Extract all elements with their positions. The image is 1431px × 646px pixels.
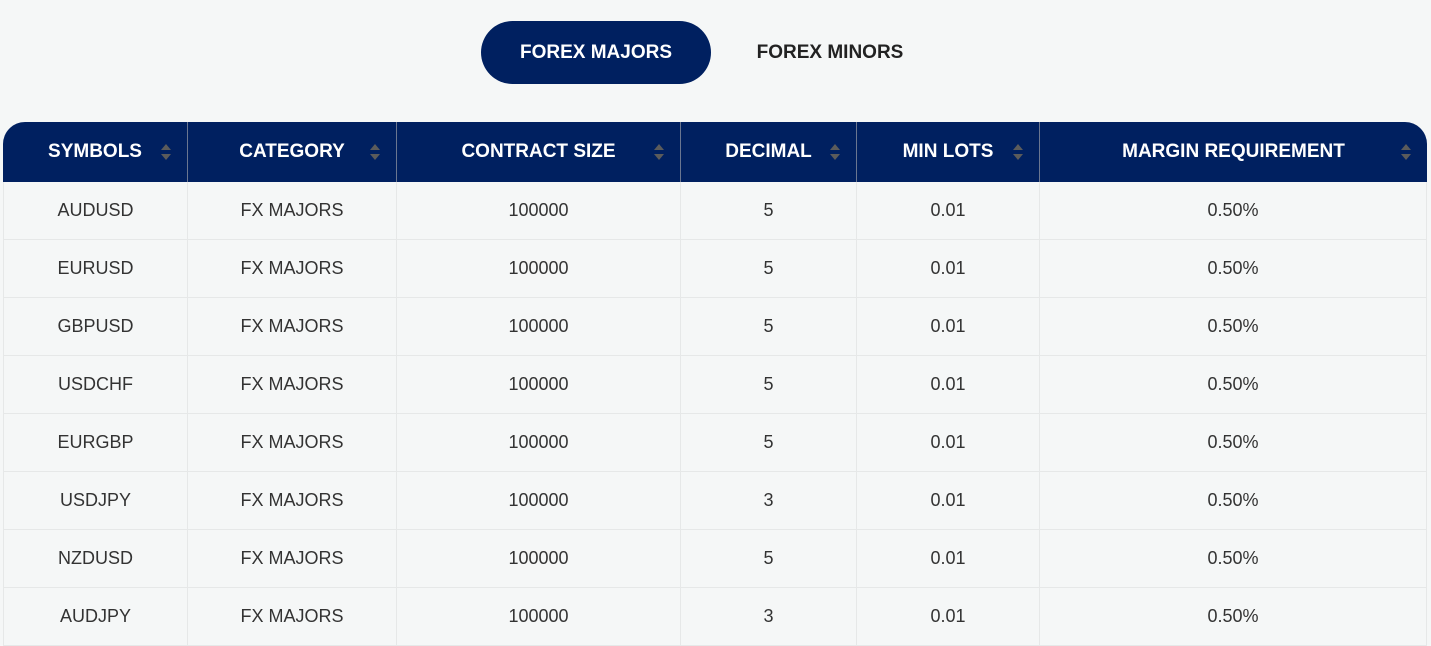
- cell-category: FX MAJORS: [187, 530, 396, 588]
- cell-category: FX MAJORS: [187, 414, 396, 472]
- column-header-margin-requirement[interactable]: MARGIN REQUIREMENT: [1039, 122, 1427, 182]
- column-header-label: MIN LOTS: [902, 141, 994, 162]
- column-header-label: DECIMAL: [725, 141, 812, 162]
- column-header-contract-size[interactable]: CONTRACT SIZE: [396, 122, 680, 182]
- table-row: AUDJPY FX MAJORS 100000 3 0.01 0.50%: [3, 588, 1427, 646]
- column-header-label: CATEGORY: [239, 141, 345, 162]
- tab-forex-majors[interactable]: FOREX MAJORS: [481, 21, 711, 84]
- cell-margin-requirement: 0.50%: [1039, 298, 1427, 356]
- cell-symbols: EURUSD: [3, 240, 187, 298]
- cell-symbols: USDCHF: [3, 356, 187, 414]
- cell-decimal: 5: [680, 414, 856, 472]
- table-row: AUDUSD FX MAJORS 100000 5 0.01 0.50%: [3, 182, 1427, 240]
- cell-margin-requirement: 0.50%: [1039, 414, 1427, 472]
- cell-min-lots: 0.01: [856, 356, 1039, 414]
- instruments-table: SYMBOLS CATEGORY CONTRACT SIZE DECIMAL MIN L…: [3, 122, 1427, 646]
- cell-margin-requirement: 0.50%: [1039, 182, 1427, 240]
- cell-symbols: GBPUSD: [3, 298, 187, 356]
- cell-decimal: 5: [680, 182, 856, 240]
- cell-category: FX MAJORS: [187, 298, 396, 356]
- cell-contract-size: 100000: [396, 588, 680, 646]
- column-header-category[interactable]: CATEGORY: [187, 122, 396, 182]
- table-row: EURUSD FX MAJORS 100000 5 0.01 0.50%: [3, 240, 1427, 298]
- cell-symbols: AUDUSD: [3, 182, 187, 240]
- cell-decimal: 5: [680, 298, 856, 356]
- cell-contract-size: 100000: [396, 356, 680, 414]
- cell-category: FX MAJORS: [187, 182, 396, 240]
- cell-symbols: USDJPY: [3, 472, 187, 530]
- column-header-label: CONTRACT SIZE: [461, 141, 616, 162]
- column-header-decimal[interactable]: DECIMAL: [680, 122, 856, 182]
- cell-margin-requirement: 0.50%: [1039, 530, 1427, 588]
- table-row: NZDUSD FX MAJORS 100000 5 0.01 0.50%: [3, 530, 1427, 588]
- cell-margin-requirement: 0.50%: [1039, 472, 1427, 530]
- cell-decimal: 5: [680, 240, 856, 298]
- cell-decimal: 5: [680, 356, 856, 414]
- cell-symbols: AUDJPY: [3, 588, 187, 646]
- tab-forex-minors[interactable]: FOREX MINORS: [756, 41, 904, 63]
- cell-symbols: EURGBP: [3, 414, 187, 472]
- cell-margin-requirement: 0.50%: [1039, 588, 1427, 646]
- sort-icon[interactable]: [654, 144, 664, 160]
- cell-symbols: NZDUSD: [3, 530, 187, 588]
- table-row: USDJPY FX MAJORS 100000 3 0.01 0.50%: [3, 472, 1427, 530]
- sort-icon[interactable]: [370, 144, 380, 160]
- column-header-label: MARGIN REQUIREMENT: [1122, 141, 1345, 162]
- sort-icon[interactable]: [830, 144, 840, 160]
- tab-bar: FOREX MAJORS FOREX MINORS: [481, 21, 949, 84]
- cell-min-lots: 0.01: [856, 182, 1039, 240]
- cell-contract-size: 100000: [396, 414, 680, 472]
- cell-contract-size: 100000: [396, 298, 680, 356]
- cell-min-lots: 0.01: [856, 588, 1039, 646]
- sort-icon[interactable]: [1013, 144, 1023, 160]
- column-header-label: SYMBOLS: [48, 141, 142, 162]
- cell-category: FX MAJORS: [187, 472, 396, 530]
- cell-margin-requirement: 0.50%: [1039, 240, 1427, 298]
- table-row: USDCHF FX MAJORS 100000 5 0.01 0.50%: [3, 356, 1427, 414]
- cell-min-lots: 0.01: [856, 298, 1039, 356]
- cell-min-lots: 0.01: [856, 472, 1039, 530]
- cell-min-lots: 0.01: [856, 530, 1039, 588]
- cell-category: FX MAJORS: [187, 240, 396, 298]
- column-header-symbols[interactable]: SYMBOLS: [3, 122, 187, 182]
- cell-decimal: 3: [680, 588, 856, 646]
- cell-min-lots: 0.01: [856, 240, 1039, 298]
- cell-decimal: 5: [680, 530, 856, 588]
- cell-contract-size: 100000: [396, 472, 680, 530]
- sort-icon[interactable]: [161, 144, 171, 160]
- cell-min-lots: 0.01: [856, 414, 1039, 472]
- cell-category: FX MAJORS: [187, 588, 396, 646]
- column-header-min-lots[interactable]: MIN LOTS: [856, 122, 1039, 182]
- table-row: GBPUSD FX MAJORS 100000 5 0.01 0.50%: [3, 298, 1427, 356]
- cell-decimal: 3: [680, 472, 856, 530]
- sort-icon[interactable]: [1401, 144, 1411, 160]
- cell-category: FX MAJORS: [187, 356, 396, 414]
- cell-contract-size: 100000: [396, 182, 680, 240]
- cell-contract-size: 100000: [396, 240, 680, 298]
- table-row: EURGBP FX MAJORS 100000 5 0.01 0.50%: [3, 414, 1427, 472]
- cell-contract-size: 100000: [396, 530, 680, 588]
- cell-margin-requirement: 0.50%: [1039, 356, 1427, 414]
